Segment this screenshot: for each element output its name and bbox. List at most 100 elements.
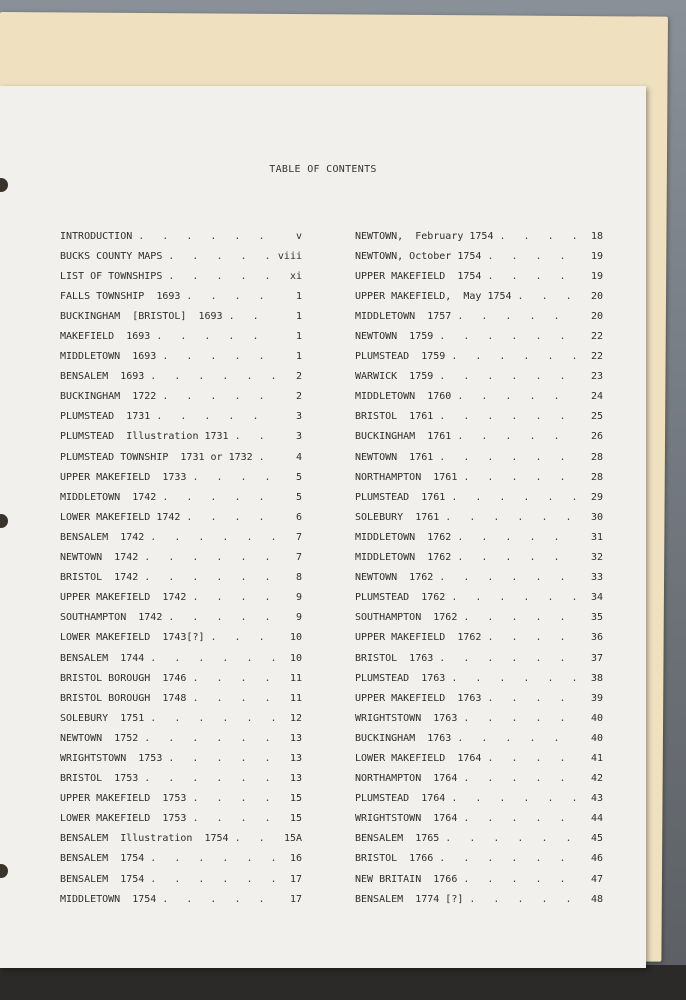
toc-entry-label: BENSALEM Illustration 1754 bbox=[60, 833, 229, 845]
toc-entry-page: 22 bbox=[590, 351, 603, 363]
toc-entry-label: NEW BRITAIN 1766 bbox=[355, 873, 458, 885]
toc-entry-page: 40 bbox=[590, 732, 603, 744]
dot-leader bbox=[433, 572, 577, 583]
toc-entry-label: NEWTOWN 1761 bbox=[355, 451, 434, 463]
toc-entry: NEWTOWN 1759 22 bbox=[355, 326, 603, 346]
dot-leader bbox=[451, 431, 577, 442]
dot-leader bbox=[205, 632, 277, 643]
toc-entry: UPPER MAKEFIELD 1753 15 bbox=[60, 789, 302, 809]
toc-entry-page: 7 bbox=[295, 552, 302, 564]
toc-entry-label: LIST OF TOWNSHIPS bbox=[60, 270, 163, 282]
toc-entry: BUCKINGHAM [BRISTOL] 1693 1 bbox=[60, 306, 302, 326]
toc-entry: NEWTOWN, February 1754 18 bbox=[355, 226, 603, 246]
toc-entry-page: 48 bbox=[590, 893, 603, 905]
toc-entry: INTRODUCTION v bbox=[60, 226, 302, 246]
toc-entry-page: 17 bbox=[289, 893, 302, 905]
dot-leader bbox=[186, 793, 276, 804]
toc-entry: BENSALEM 1754 17 bbox=[60, 869, 302, 889]
toc-entry-page: 15A bbox=[283, 833, 302, 845]
toc-entry-label: MIDDLETOWN 1754 bbox=[60, 893, 157, 905]
dot-leader bbox=[150, 411, 276, 422]
toc-entry-page: 3 bbox=[295, 411, 302, 423]
toc-entry: FALLS TOWNSHIP 1693 1 bbox=[60, 286, 302, 306]
toc-entry: WARWICK 1759 23 bbox=[355, 367, 603, 387]
dot-leader bbox=[253, 452, 276, 463]
toc-entry-label: BUCKINGHAM 1761 bbox=[355, 431, 452, 443]
dot-leader bbox=[162, 251, 274, 262]
toc-entry-page: 1 bbox=[295, 310, 302, 322]
toc-entry-label: UPPER MAKEFIELD 1753 bbox=[60, 793, 187, 805]
dot-leader bbox=[451, 552, 577, 563]
dot-leader bbox=[451, 311, 577, 322]
dot-leader bbox=[186, 472, 276, 483]
toc-entry-page: v bbox=[295, 230, 302, 242]
toc-entry-page: 4 bbox=[295, 451, 302, 463]
toc-entry-page: 20 bbox=[590, 310, 603, 322]
toc-entry: NORTHAMPTON 1761 28 bbox=[355, 467, 603, 487]
toc-entry-page: 19 bbox=[590, 270, 603, 282]
toc-entry: WRIGHTSTOWN 1753 13 bbox=[60, 748, 302, 768]
toc-entry-label: BUCKINGHAM [BRISTOL] 1693 bbox=[60, 310, 223, 322]
dot-leader bbox=[156, 894, 276, 905]
toc-entry-page: 46 bbox=[590, 853, 603, 865]
toc-entry: UPPER MAKEFIELD 1762 36 bbox=[355, 628, 603, 648]
dot-leader bbox=[445, 673, 577, 684]
toc-entry-page: 5 bbox=[295, 471, 302, 483]
toc-left-column: INTRODUCTION v BUCKS COUNTY MAPS viii LIST O… bbox=[60, 226, 302, 909]
toc-entry: BENSALEM Illustration 1754 15A bbox=[60, 829, 302, 849]
dot-leader bbox=[463, 894, 577, 905]
toc-entry-page: xi bbox=[289, 270, 302, 282]
dot-leader bbox=[156, 391, 276, 402]
toc-entry: UPPER MAKEFIELD 1742 9 bbox=[60, 588, 302, 608]
toc-entry-label: NEWTOWN 1742 bbox=[60, 552, 139, 564]
toc-entry-label: BENSALEM 1774 [?] bbox=[355, 893, 464, 905]
dot-leader bbox=[144, 371, 276, 382]
dot-leader bbox=[156, 351, 276, 362]
toc-entry-page: 41 bbox=[590, 752, 603, 764]
toc-entry: UPPER MAKEFIELD, May 1754 20 bbox=[355, 286, 603, 306]
toc-entry: WRIGHTSTOWN 1763 40 bbox=[355, 708, 603, 728]
toc-entry-label: LOWER MAKEFIELD 1743[?] bbox=[60, 632, 205, 644]
dot-leader bbox=[138, 733, 276, 744]
toc-entry-label: PLUMSTEAD 1759 bbox=[355, 351, 446, 363]
dot-leader bbox=[186, 592, 276, 603]
toc-entry: BRISTOL 1761 25 bbox=[355, 407, 603, 427]
binder-hole bbox=[0, 178, 8, 192]
toc-entry-page: 8 bbox=[295, 572, 302, 584]
toc-entry: PLUMSTEAD 1731 3 bbox=[60, 407, 302, 427]
toc-entry: BENSALEM 1774 [?] 48 bbox=[355, 889, 603, 909]
toc-entry-label: BRISTOL BOROUGH 1746 bbox=[60, 672, 187, 684]
toc-entry-page: 31 bbox=[590, 531, 603, 543]
toc-entry: MIDDLETOWN 1742 5 bbox=[60, 487, 302, 507]
dot-leader bbox=[180, 512, 276, 523]
binder-hole bbox=[0, 864, 8, 878]
toc-entry-page: 11 bbox=[289, 672, 302, 684]
toc-entry: BUCKINGHAM 1722 2 bbox=[60, 387, 302, 407]
toc-entry-label: MIDDLETOWN 1760 bbox=[355, 391, 452, 403]
toc-entry-page: 39 bbox=[590, 692, 603, 704]
dot-leader bbox=[156, 492, 276, 503]
dot-leader bbox=[457, 472, 577, 483]
toc-entry-label: PLUMSTEAD 1731 bbox=[60, 411, 151, 423]
toc-entry-page: 16 bbox=[289, 853, 302, 865]
dot-leader bbox=[481, 753, 577, 764]
toc-entry-label: NEWTOWN 1752 bbox=[60, 732, 139, 744]
toc-entry: LOWER MAKEFIELD 1743[?] 10 bbox=[60, 628, 302, 648]
toc-entry-label: BUCKINGHAM 1722 bbox=[60, 391, 157, 403]
toc-entry: MIDDLETOWN 1762 31 bbox=[355, 527, 603, 547]
dot-leader bbox=[481, 632, 577, 643]
toc-entry-page: 29 bbox=[590, 491, 603, 503]
binder-hole bbox=[0, 514, 8, 528]
toc-entry-label: BUCKS COUNTY MAPS bbox=[60, 250, 163, 262]
toc-entry-page: 37 bbox=[590, 652, 603, 664]
dot-leader bbox=[162, 753, 276, 764]
toc-entry-page: 1 bbox=[295, 290, 302, 302]
toc-entry-label: MIDDLETOWN 1742 bbox=[60, 491, 157, 503]
dot-leader bbox=[229, 833, 276, 844]
toc-entry-label: NORTHAMPTON 1764 bbox=[355, 773, 458, 785]
toc-entry: SOUTHAMPTON 1742 9 bbox=[60, 608, 302, 628]
toc-entry-label: BRISTOL BOROUGH 1748 bbox=[60, 692, 187, 704]
dot-leader bbox=[144, 713, 276, 724]
toc-entry-label: UPPER MAKEFIELD 1762 bbox=[355, 632, 482, 644]
toc-entry-label: MAKEFIELD 1693 bbox=[60, 331, 151, 343]
